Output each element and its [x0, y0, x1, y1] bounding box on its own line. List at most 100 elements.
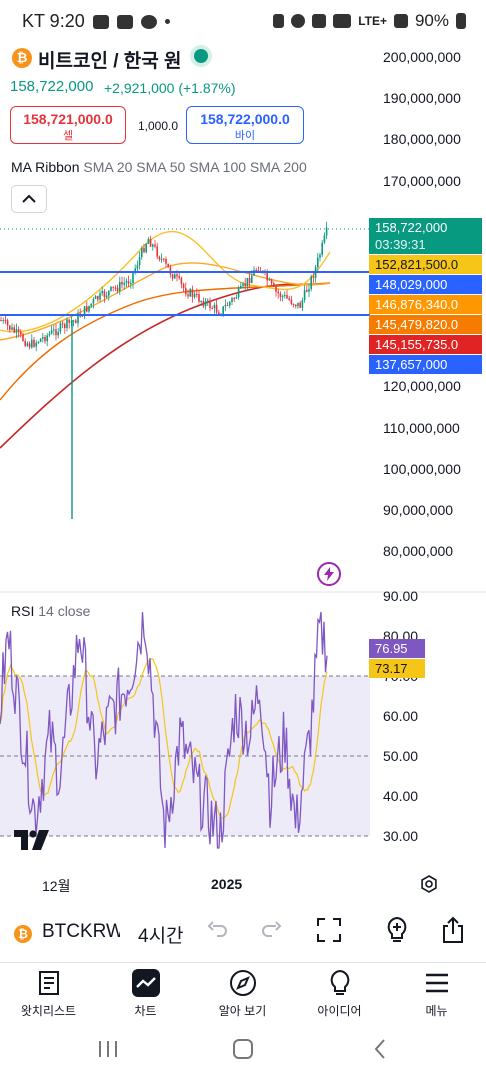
publish-idea-icon[interactable] [383, 916, 411, 944]
candle [37, 341, 40, 344]
candle [2, 317, 4, 324]
candle [28, 341, 31, 350]
candle-body [268, 279, 271, 281]
candle-body [182, 283, 185, 289]
spread-value: 1,000.0 [138, 119, 179, 133]
nav-ideas[interactable]: 아이디어 [291, 968, 388, 1019]
time-label-2025: 2025 [211, 876, 243, 892]
talk-notification-icon [92, 14, 109, 29]
candle [154, 240, 156, 249]
candle-body [185, 288, 187, 295]
candle [44, 335, 46, 344]
candle [112, 286, 114, 292]
candle [17, 326, 20, 338]
candle-body [266, 272, 268, 281]
rsi-legend[interactable]: RSI 14 close [11, 603, 90, 619]
candle-body [233, 298, 235, 300]
tradingview-logo-icon[interactable] [14, 830, 50, 850]
candle [189, 287, 191, 298]
candle-body [281, 295, 284, 297]
nav-watchlist[interactable]: 왓치리스트 [0, 968, 97, 1019]
candle [92, 297, 95, 309]
candle [268, 277, 271, 281]
redo-icon[interactable] [258, 916, 284, 942]
candle [202, 297, 205, 309]
gear-icon[interactable] [420, 875, 438, 893]
rsi-name: RSI [11, 603, 35, 619]
candle-body [108, 290, 110, 296]
candle-body [0, 320, 2, 321]
fullscreen-icon[interactable] [315, 916, 343, 944]
alarm-icon [291, 14, 306, 28]
watchlist-icon [38, 971, 59, 995]
candle-body [284, 295, 286, 297]
candle-body [9, 325, 11, 330]
candle-body [26, 343, 29, 346]
bitcoin-logo-icon: ₿ [12, 48, 32, 68]
candle [226, 301, 229, 307]
candle-body [251, 275, 253, 284]
candle [158, 255, 161, 262]
price-badge: 146,876,340.0 [369, 295, 482, 314]
candle-body [154, 244, 156, 247]
home-icon[interactable] [232, 1038, 254, 1060]
flash-icon[interactable] [317, 562, 341, 586]
candle [9, 324, 11, 333]
price-badge: 152,821,500.0 [369, 255, 482, 274]
sell-button[interactable]: 158,721,000.0 셀 [10, 106, 126, 144]
share-icon[interactable] [440, 916, 466, 944]
candle-body [22, 334, 24, 341]
symbol-search-button[interactable]: BTCKRW [42, 921, 120, 942]
candle [94, 295, 97, 299]
undo-icon[interactable] [205, 916, 231, 942]
nav-watchlist-label: 왓치리스트 [20, 1004, 77, 1018]
candle [301, 297, 304, 312]
candle-body [273, 283, 275, 287]
candle-body [215, 304, 218, 313]
candle [209, 297, 211, 312]
candle-body [198, 294, 200, 302]
candle [204, 297, 207, 310]
symbol-title[interactable]: 비트코인 / 한국 원 [38, 51, 182, 72]
candle-body [286, 295, 288, 299]
price-tick: 80,000,000 [383, 543, 454, 559]
candle [200, 300, 202, 306]
back-icon[interactable] [370, 1038, 392, 1060]
candle [101, 286, 103, 296]
candle-body [277, 291, 279, 294]
candle [163, 257, 165, 262]
nav-chart[interactable]: 차트 [97, 968, 194, 1019]
candle-body [222, 306, 224, 315]
candle-body [61, 323, 64, 325]
nav-explore[interactable]: 알아 보기 [194, 968, 291, 1019]
candle-body [55, 329, 57, 336]
ma-ribbon-legend[interactable]: MA Ribbon SMA 20 SMA 50 SMA 100 SMA 200 [11, 159, 307, 175]
candle [198, 289, 200, 304]
candle-body [196, 293, 198, 295]
collapse-legend-button[interactable] [11, 185, 47, 213]
recent-apps-icon[interactable] [97, 1038, 119, 1060]
buy-price: 158,722,000.0 [200, 111, 290, 127]
candle [77, 309, 79, 328]
candle-body [46, 335, 48, 342]
candle-body [6, 320, 9, 326]
candle-body [312, 276, 315, 278]
candle [233, 296, 235, 303]
candle-body [308, 289, 310, 292]
nav-menu[interactable]: 메뉴 [388, 968, 485, 1019]
candle-body [158, 256, 161, 260]
candle-body [94, 296, 97, 299]
price-badge: 145,479,820.0 [369, 315, 482, 334]
candle [275, 284, 277, 297]
candle-body [138, 257, 141, 266]
candle [121, 276, 123, 289]
price-chart[interactable] [0, 0, 486, 900]
buy-label: 바이 [234, 130, 256, 142]
candle [207, 298, 209, 307]
nav-ideas-label: 아이디어 [317, 1004, 362, 1018]
interval-button[interactable]: 4시간 [138, 926, 184, 947]
buy-button[interactable]: 158,722,000.0 바이 [186, 106, 304, 144]
battery-icon [456, 13, 466, 29]
candle-body [59, 323, 62, 332]
candle-body [4, 320, 7, 322]
